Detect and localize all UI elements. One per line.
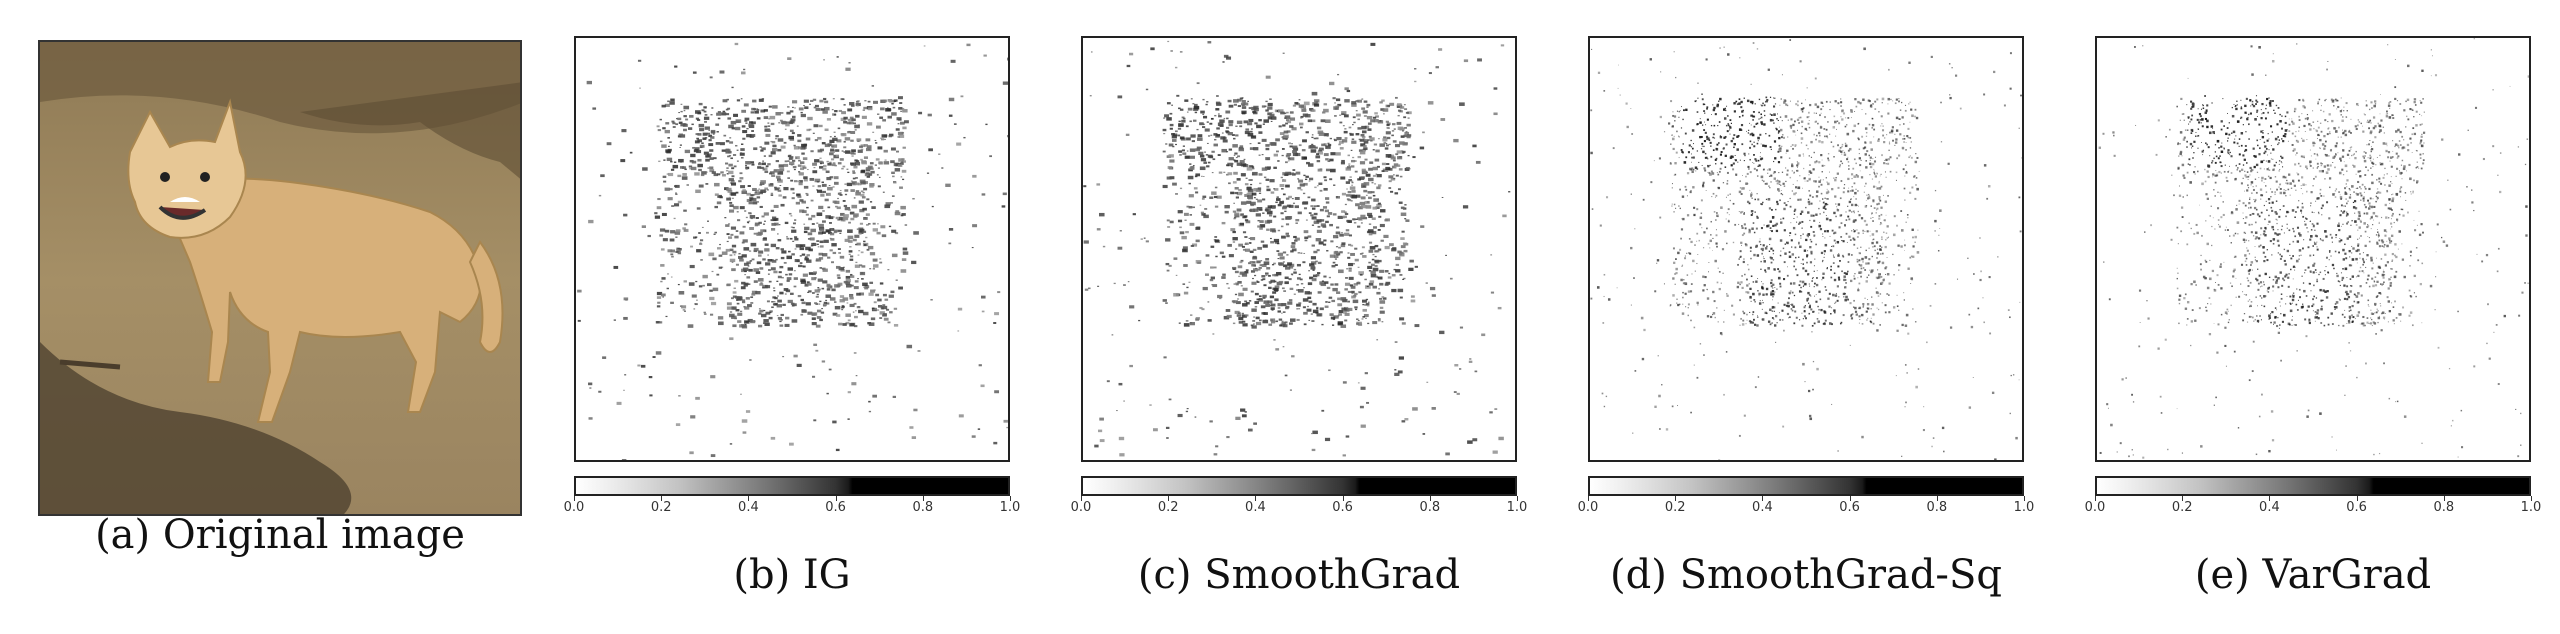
- original-image: [38, 40, 522, 516]
- colorbar-tick-mark: [2443, 496, 2445, 501]
- colorbar-tick-label: 0.2: [1157, 500, 1179, 515]
- colorbar-tick-mark: [2531, 496, 2532, 501]
- colorbar-tick-label: 0.2: [650, 500, 672, 515]
- colorbar-tick-mark: [748, 496, 750, 501]
- colorbar-tick-label: 0.8: [1419, 500, 1441, 515]
- vargrad-colorbar-ticks: 0.0 0.2 0.4 0.6 0.8 1.0: [2085, 496, 2541, 522]
- colorbar-tick-mark: [2182, 496, 2184, 501]
- colorbar-tick-mark: [835, 496, 837, 501]
- colorbar-tick-mark: [1849, 496, 1851, 501]
- colorbar-tick-label: 1.0: [1506, 500, 1528, 515]
- caption-b: (b) IG: [733, 552, 851, 598]
- colorbar-tick-mark: [2356, 496, 2358, 501]
- caption-e: (e) VarGrad: [2194, 552, 2432, 598]
- colorbar-tick-mark: [1010, 496, 1011, 501]
- colorbar-tick-mark: [1936, 496, 1938, 501]
- colorbar-tick-mark: [1342, 496, 1344, 501]
- smoothgrad-sq-colorbar: [1588, 476, 2024, 496]
- colorbar-tick-mark: [2269, 496, 2271, 501]
- colorbar-tick-label: 0.4: [1245, 500, 1266, 515]
- colorbar-tick-label: 0.8: [2433, 500, 2455, 515]
- colorbar-tick-label: 0.6: [1332, 500, 1353, 515]
- colorbar-tick-label: 0.6: [1839, 500, 1860, 515]
- smoothgrad-saliency-map: [1081, 36, 1517, 462]
- colorbar-tick-mark: [1255, 496, 1257, 501]
- colorbar-tick-label: 0.2: [2171, 500, 2193, 515]
- caption-c: (c) SmoothGrad: [1137, 552, 1461, 598]
- colorbar-tick-label: 0.8: [912, 500, 934, 515]
- colorbar-tick-label: 0.4: [1752, 500, 1773, 515]
- caption-a: (a) Original image: [95, 512, 465, 558]
- colorbar-tick-label: 0.2: [1664, 500, 1686, 515]
- colorbar-tick-label: 0.0: [1577, 500, 1599, 515]
- colorbar-tick-label: 0.8: [1926, 500, 1948, 515]
- colorbar-tick-label: 1.0: [999, 500, 1021, 515]
- smoothgrad-colorbar-ticks: 0.0 0.2 0.4 0.6 0.8 1.0: [1071, 496, 1527, 522]
- colorbar-tick-label: 0.6: [825, 500, 846, 515]
- colorbar-tick-label: 0.0: [1070, 500, 1092, 515]
- vargrad-saliency-map: [2095, 36, 2531, 462]
- colorbar-tick-mark: [1517, 496, 1518, 501]
- colorbar-tick-label: 0.4: [738, 500, 759, 515]
- smoothgrad-sq-colorbar-ticks: 0.0 0.2 0.4 0.6 0.8 1.0: [1578, 496, 2034, 522]
- colorbar-tick-mark: [1168, 496, 1170, 501]
- smoothgrad-colorbar: [1081, 476, 1517, 496]
- caption-d: (d) SmoothGrad-Sq: [1610, 552, 2002, 598]
- ig-colorbar: [574, 476, 1010, 496]
- colorbar-tick-label: 0.4: [2259, 500, 2280, 515]
- colorbar-tick-mark: [1429, 496, 1431, 501]
- smoothgrad-sq-saliency-map: [1588, 36, 2024, 462]
- colorbar-tick-label: 0.0: [2084, 500, 2106, 515]
- colorbar-tick-label: 0.0: [563, 500, 585, 515]
- colorbar-tick-mark: [1588, 496, 1589, 501]
- colorbar-tick-mark: [922, 496, 924, 501]
- colorbar-tick-label: 1.0: [2013, 500, 2035, 515]
- colorbar-tick-mark: [1081, 496, 1082, 501]
- colorbar-tick-mark: [574, 496, 575, 501]
- colorbar-tick-mark: [1762, 496, 1764, 501]
- colorbar-tick-label: 0.6: [2346, 500, 2367, 515]
- vargrad-colorbar: [2095, 476, 2531, 496]
- colorbar-tick-label: 1.0: [2520, 500, 2542, 515]
- colorbar-tick-mark: [2095, 496, 2096, 501]
- ig-saliency-map: [574, 36, 1010, 462]
- colorbar-tick-mark: [2024, 496, 2025, 501]
- colorbar-tick-mark: [661, 496, 663, 501]
- colorbar-tick-mark: [1675, 496, 1677, 501]
- ig-colorbar-ticks: 0.0 0.2 0.4 0.6 0.8 1.0: [564, 496, 1020, 522]
